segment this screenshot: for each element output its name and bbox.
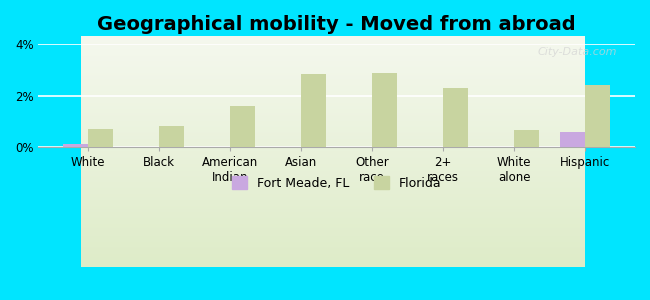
Legend: Fort Meade, FL, Florida: Fort Meade, FL, Florida xyxy=(227,171,447,195)
Bar xyxy=(585,85,610,147)
Bar xyxy=(514,130,539,147)
Bar xyxy=(159,126,184,147)
Bar xyxy=(301,74,326,147)
Bar xyxy=(443,88,468,147)
Bar xyxy=(372,73,397,147)
Bar xyxy=(560,132,585,147)
Bar xyxy=(63,144,88,147)
Title: Geographical mobility - Moved from abroad: Geographical mobility - Moved from abroa… xyxy=(98,15,576,34)
Bar xyxy=(88,128,113,147)
Bar xyxy=(230,106,255,147)
Text: City-Data.com: City-Data.com xyxy=(538,47,617,57)
